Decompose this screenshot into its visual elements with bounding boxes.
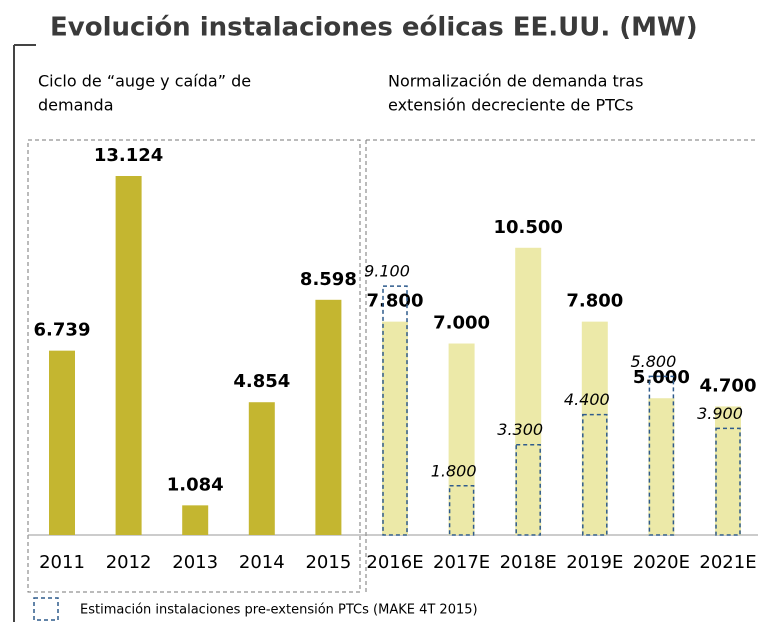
estimate-box — [382, 285, 408, 536]
annotation: Normalización de demanda tras — [388, 72, 643, 91]
annotation: Ciclo de “auge y caída” de — [38, 72, 251, 91]
estimate-box — [582, 413, 608, 536]
bar — [648, 398, 675, 535]
value-label: 1.800 — [431, 461, 477, 480]
chart-title: Evolución instalaciones eólicas EE.UU. (… — [50, 13, 698, 43]
x-tick-label: 2015 — [305, 552, 351, 573]
value-label: 5.800 — [630, 352, 676, 371]
value-label: 1.084 — [167, 474, 224, 495]
estimate-box — [715, 427, 741, 536]
x-tick-label: 2013 — [172, 552, 218, 573]
value-label: 4.700 — [700, 375, 757, 396]
annotation: demanda — [38, 96, 114, 115]
value-label: 4.400 — [564, 390, 610, 409]
value-label: 7.800 — [566, 291, 623, 312]
x-tick-label: 2018E — [500, 552, 557, 573]
estimate-box — [448, 485, 475, 536]
value-label: 7.800 — [367, 291, 424, 312]
bar — [315, 299, 342, 535]
value-label: 10.500 — [493, 217, 562, 238]
bar — [248, 402, 275, 535]
bar — [115, 176, 142, 535]
estimate-box — [515, 443, 541, 536]
x-tick-label: 2017E — [433, 552, 490, 573]
bar — [182, 505, 209, 535]
bar — [49, 350, 75, 535]
x-tick-label: 2020E — [633, 552, 690, 573]
x-tick-label: 2014 — [239, 552, 285, 573]
x-tick-label: 2011 — [39, 552, 85, 573]
bar — [715, 406, 741, 535]
section-box — [365, 139, 758, 592]
bar — [581, 321, 608, 535]
x-tick-label: 2012 — [106, 552, 152, 573]
value-label: 6.739 — [34, 320, 91, 341]
x-tick-label: 2019E — [566, 552, 623, 573]
x-tick-label: 2021E — [699, 552, 756, 573]
value-label: 7.000 — [433, 313, 490, 334]
value-label: 4.854 — [233, 371, 290, 392]
bar — [515, 247, 542, 535]
annotation: extensión decreciente de PTCs — [388, 96, 633, 115]
value-label: 5.000 — [633, 367, 690, 388]
title-bracket — [13, 44, 36, 622]
value-label: 13.124 — [94, 145, 163, 166]
legend-swatch — [33, 597, 59, 621]
value-label: 3.900 — [697, 404, 743, 423]
value-label: 3.300 — [497, 420, 543, 439]
bar — [382, 321, 408, 535]
x-tick-label: 2016E — [366, 552, 423, 573]
value-label: 8.598 — [300, 269, 357, 290]
value-label: 9.100 — [364, 262, 410, 281]
bar — [448, 343, 475, 535]
legend-label: Estimación instalaciones pre-extensión P… — [80, 603, 478, 618]
